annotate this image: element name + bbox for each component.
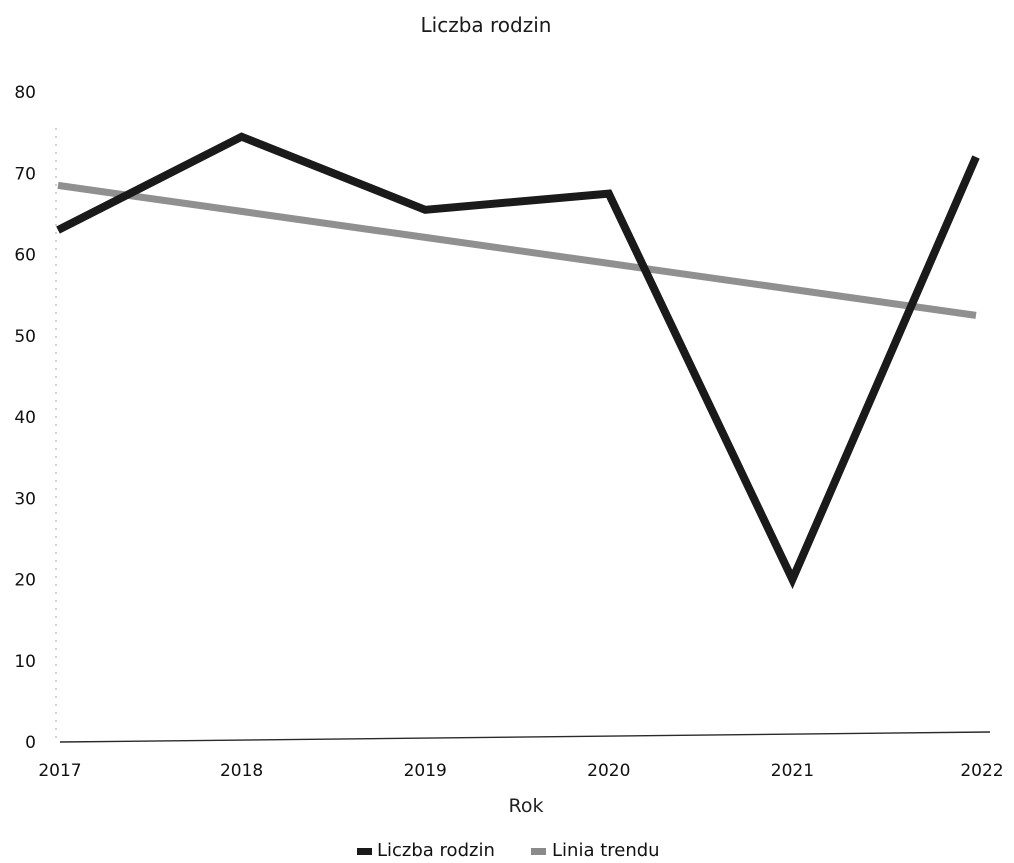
y-tick-label: 0 xyxy=(25,733,36,753)
x-tick-label: 2018 xyxy=(220,761,263,781)
legend-swatch-linia-trendu xyxy=(531,848,546,855)
y-tick-labels: 0 10 20 30 40 50 60 70 80 xyxy=(14,83,36,753)
trend-line xyxy=(57,181,977,319)
y-tick-label: 60 xyxy=(14,246,36,266)
x-tick-label: 2021 xyxy=(771,761,814,781)
series-line-liczba-rodzin xyxy=(56,132,980,590)
x-axis-title: Rok xyxy=(509,795,544,817)
legend-label-liczba-rodzin: Liczba rodzin xyxy=(377,840,495,861)
legend-swatch-liczba-rodzin xyxy=(357,848,372,855)
y-tick-label: 80 xyxy=(14,83,36,103)
x-tick-labels: 2017 2018 2019 2020 2021 2022 xyxy=(38,761,1003,781)
chart-title: Liczba rodzin xyxy=(421,13,552,37)
y-tick-label: 50 xyxy=(14,327,36,347)
y-tick-label: 30 xyxy=(14,489,36,509)
x-tick-label: 2020 xyxy=(587,761,630,781)
x-tick-label: 2019 xyxy=(404,761,447,781)
x-tick-label: 2022 xyxy=(960,761,1003,781)
y-tick-label: 70 xyxy=(14,164,36,184)
series-lines xyxy=(56,132,980,590)
x-tick-label: 2017 xyxy=(38,761,81,781)
y-tick-label: 20 xyxy=(14,571,36,591)
legend-label-linia-trendu: Linia trendu xyxy=(552,840,660,861)
x-axis-line xyxy=(59,731,991,743)
legend: Liczba rodzin Linia trendu xyxy=(357,840,660,861)
y-tick-label: 40 xyxy=(14,408,36,428)
y-tick-label: 10 xyxy=(14,652,36,672)
